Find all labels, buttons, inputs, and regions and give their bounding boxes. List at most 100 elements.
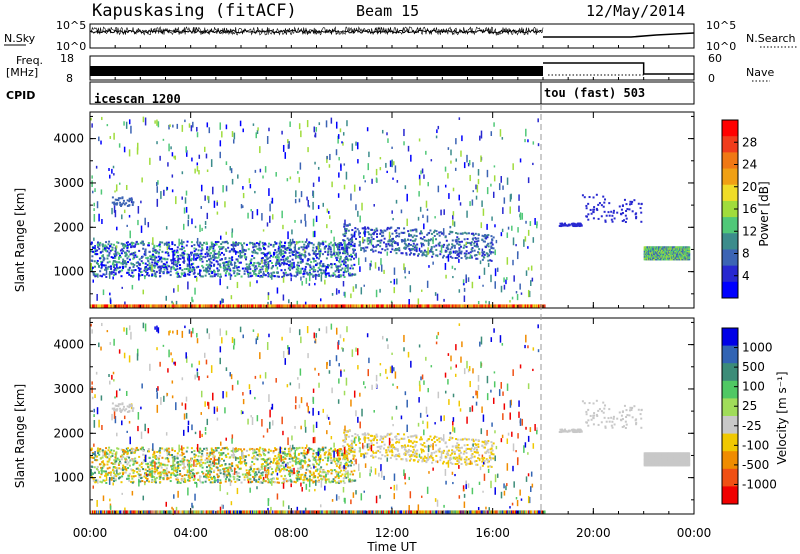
power-cell [465,274,467,279]
power-cell [131,244,134,247]
power-cell [183,252,186,255]
power-cell [150,256,153,259]
velocity-cell [232,447,235,450]
power-cell [324,240,327,243]
power-cell [411,236,414,239]
power-cell [230,257,233,260]
power-cell [407,230,410,233]
power-cell [487,259,490,262]
power-cell [253,262,256,265]
velocity-cell [116,447,119,450]
power-cell [158,248,161,251]
power-cell [96,241,99,244]
power-cell [350,240,353,243]
power-cell [183,268,186,271]
power-cell [620,208,623,211]
power-cell [391,241,394,244]
power-cell [485,237,488,240]
velocity-cell [216,458,219,461]
velocity-cell [288,475,291,478]
power-cell [232,269,235,272]
power-cell [264,254,267,257]
velocity-cell [316,459,319,462]
power-cell [201,260,204,263]
power-cell [195,248,198,251]
power-cell [337,271,340,274]
power-cell [379,251,382,254]
power-cell [353,254,356,257]
power-cell [337,265,340,268]
power-cell [392,177,394,180]
power-cell [353,242,356,245]
power-cell [423,249,426,252]
power-cell [374,230,377,233]
power-cell [266,136,269,144]
power-cell [507,226,510,230]
power-cell [509,300,511,303]
velocity-cell [280,447,283,450]
velocity-cell [262,451,265,454]
power-cell [105,267,108,275]
velocity-cell [348,460,351,463]
velocity-cell [180,460,183,463]
velocity-cell [234,450,237,453]
power-cell [339,256,342,259]
power-cell [99,274,102,277]
power-cell [688,253,691,256]
power-cell [371,244,374,247]
power-cell [307,263,310,266]
power-cell [116,202,119,205]
power-cell [206,122,209,128]
power-cell [282,258,285,261]
power-cell [411,239,414,242]
power-cell [276,262,279,265]
power-cell [350,293,352,299]
power-cell [109,299,112,304]
power-cell [382,234,385,237]
power-cell [257,274,260,277]
power-cell [281,255,284,258]
power-cell [314,270,317,273]
power-cell [593,208,596,211]
power-cell [380,239,383,242]
power-cell [96,262,99,265]
power-cell [106,250,109,253]
power-cell [276,266,279,270]
power-cell [463,238,466,241]
power-cell [119,249,122,252]
velocity-cell [255,473,258,476]
power-cell [219,140,222,147]
velocity-cell [259,481,262,484]
power-cell [199,269,202,272]
power-cell [115,269,118,272]
power-cell [405,246,408,249]
power-cell [337,269,340,272]
power-cell [372,233,375,236]
power-cell [210,270,213,273]
power-cell [109,245,112,248]
velocity-cell [133,462,136,465]
power-cell [312,182,315,187]
power-cell [308,258,311,261]
velocity-cell [243,460,246,463]
velocity-cell [187,470,190,473]
power-cell [560,223,563,226]
power-cell [150,266,153,269]
power-cell [166,270,169,273]
power-cell [295,241,298,245]
freq-tick-top: 18 [60,52,74,65]
velocity-cell [309,448,312,451]
velocity-cell [211,478,214,481]
power-cell [196,166,199,172]
power-cell [199,274,202,277]
power-cell [269,203,271,212]
velocity-cell [157,461,160,464]
power-cell [472,234,475,237]
power-cell [521,212,524,220]
velocity-cell [250,464,253,467]
velocity-cell [205,477,208,480]
power-cell [245,243,248,246]
power-cell [154,264,157,267]
power-cell [421,254,424,257]
power-cell [482,240,485,243]
